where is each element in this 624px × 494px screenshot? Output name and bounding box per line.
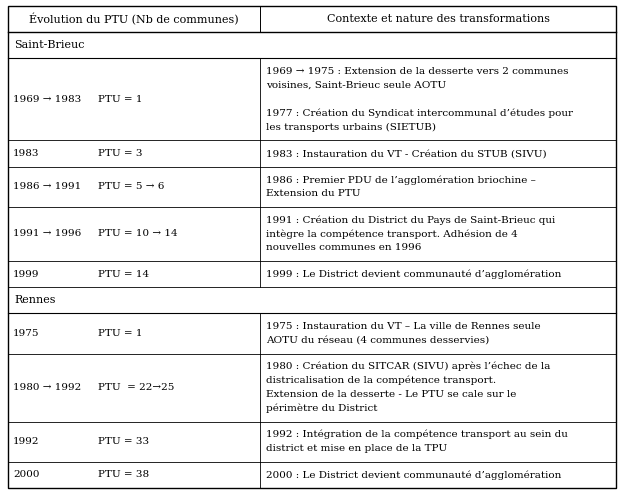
Text: les transports urbains (SIETUB): les transports urbains (SIETUB) — [266, 123, 436, 132]
Text: PTU = 33: PTU = 33 — [98, 437, 149, 446]
Text: 1969 → 1975 : Extension de la desserte vers 2 communes: 1969 → 1975 : Extension de la desserte v… — [266, 67, 569, 76]
Text: 1975: 1975 — [13, 329, 39, 338]
Text: Rennes: Rennes — [14, 295, 56, 305]
Text: 2000: 2000 — [13, 470, 39, 479]
Text: 1977 : Création du Syndicat intercommunal d’études pour: 1977 : Création du Syndicat intercommuna… — [266, 109, 573, 118]
Text: 1980 : Création du SITCAR (SIVU) après l’échec de la: 1980 : Création du SITCAR (SIVU) après l… — [266, 362, 551, 371]
Text: nouvelles communes en 1996: nouvelles communes en 1996 — [266, 244, 422, 252]
Text: 1969 → 1983: 1969 → 1983 — [13, 95, 81, 104]
Text: 1999 : Le District devient communauté d’agglomération: 1999 : Le District devient communauté d’… — [266, 269, 562, 279]
Text: PTU = 5 → 6: PTU = 5 → 6 — [98, 182, 164, 191]
Text: 1983 : Instauration du VT - Création du STUB (SIVU): 1983 : Instauration du VT - Création du … — [266, 149, 547, 158]
Text: périmètre du District: périmètre du District — [266, 404, 378, 413]
Text: 1986 : Premier PDU de l’agglomération briochine –: 1986 : Premier PDU de l’agglomération br… — [266, 175, 536, 184]
Text: district et mise en place de la TPU: district et mise en place de la TPU — [266, 444, 447, 453]
Text: PTU  = 22→25: PTU = 22→25 — [98, 383, 174, 392]
Text: 1991 → 1996: 1991 → 1996 — [13, 229, 81, 239]
Text: 1992: 1992 — [13, 437, 39, 446]
Text: PTU = 14: PTU = 14 — [98, 270, 149, 279]
Text: intègre la compétence transport. Adhésion de 4: intègre la compétence transport. Adhésio… — [266, 229, 518, 239]
Text: PTU = 38: PTU = 38 — [98, 470, 149, 479]
Text: PTU = 3: PTU = 3 — [98, 149, 142, 158]
Text: 1980 → 1992: 1980 → 1992 — [13, 383, 81, 392]
Text: Extension de la desserte - Le PTU se cale sur le: Extension de la desserte - Le PTU se cal… — [266, 390, 517, 399]
Text: PTU = 10 → 14: PTU = 10 → 14 — [98, 229, 178, 239]
Text: voisines, Saint-Brieuc seule AOTU: voisines, Saint-Brieuc seule AOTU — [266, 81, 446, 90]
Text: Contexte et nature des transformations: Contexte et nature des transformations — [326, 14, 550, 24]
Text: PTU = 1: PTU = 1 — [98, 95, 142, 104]
Text: 1983: 1983 — [13, 149, 39, 158]
Text: 1975 : Instauration du VT – La ville de Rennes seule: 1975 : Instauration du VT – La ville de … — [266, 322, 541, 331]
Text: Évolution du PTU (Nb de communes): Évolution du PTU (Nb de communes) — [29, 13, 239, 25]
Text: PTU = 1: PTU = 1 — [98, 329, 142, 338]
Text: 1999: 1999 — [13, 270, 39, 279]
Text: 1991 : Création du District du Pays de Saint-Brieuc qui: 1991 : Création du District du Pays de S… — [266, 215, 555, 225]
Text: Saint-Brieuc: Saint-Brieuc — [14, 40, 84, 50]
Text: 1986 → 1991: 1986 → 1991 — [13, 182, 81, 191]
Text: AOTU du réseau (4 communes desservies): AOTU du réseau (4 communes desservies) — [266, 336, 490, 345]
Text: 2000 : Le District devient communauté d’agglomération: 2000 : Le District devient communauté d’… — [266, 470, 562, 480]
Text: 1992 : Intégration de la compétence transport au sein du: 1992 : Intégration de la compétence tran… — [266, 430, 568, 440]
Text: districalisation de la compétence transport.: districalisation de la compétence transp… — [266, 376, 497, 385]
Text: Extension du PTU: Extension du PTU — [266, 189, 361, 198]
